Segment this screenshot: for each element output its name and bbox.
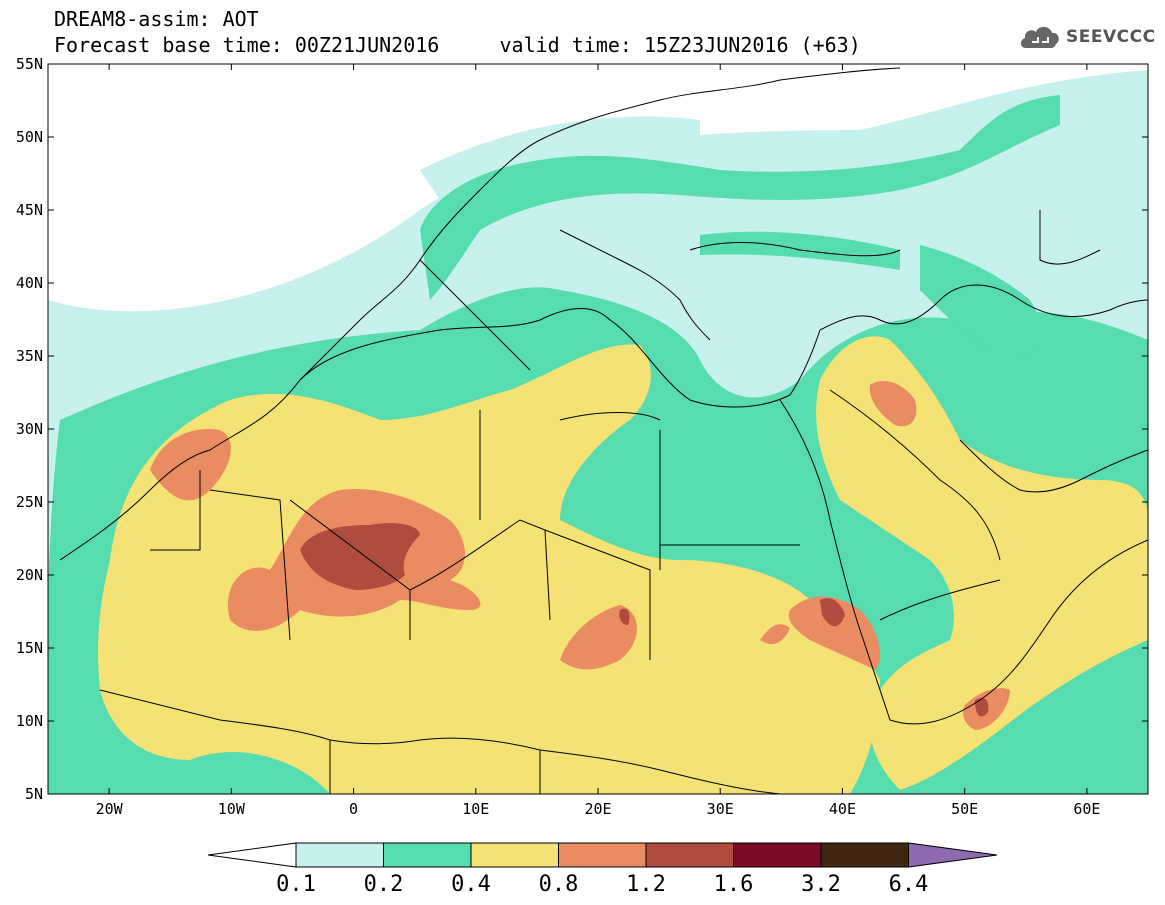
colorbar-swatch — [733, 842, 822, 868]
lon-label: 50E — [951, 800, 978, 818]
lat-label: 15N — [16, 639, 43, 657]
lat-label: 30N — [16, 420, 43, 438]
lat-label: 45N — [16, 201, 43, 219]
lon-label: 20W — [96, 800, 124, 818]
lat-label: 55N — [16, 55, 43, 73]
colorbar-label: 3.2 — [801, 872, 841, 897]
colorbar-swatch — [558, 842, 647, 868]
lon-label: 40E — [829, 800, 856, 818]
colorbar-under-arrow — [207, 842, 297, 868]
colorbar-label: 1.6 — [714, 872, 754, 897]
aot-level-0.4 — [98, 336, 1148, 794]
aot-field — [48, 64, 1148, 794]
country-borders — [59, 67, 1148, 794]
lat-label: 5N — [25, 785, 43, 803]
latitude-axis: 55N 50N 45N 40N 35N 30N 25N 20N 15N 10N 5N — [16, 55, 1148, 803]
lat-label: 25N — [16, 493, 43, 511]
aot-level-1.2 — [300, 523, 989, 717]
lon-label: 0 — [349, 800, 358, 818]
lat-label: 35N — [16, 347, 43, 365]
lon-label: 10W — [218, 800, 246, 818]
colorbar-swatch — [470, 842, 559, 868]
lon-label: 20E — [584, 800, 611, 818]
colorbar-label: 1.2 — [626, 872, 666, 897]
aot-colorbar: 0.1 0.2 0.4 0.8 1.2 1.6 3.2 6.4 — [207, 842, 998, 897]
logo-text: SEEVCCC — [1066, 27, 1156, 47]
colorbar-swatch — [295, 842, 384, 868]
cloud-icon — [1020, 26, 1059, 48]
map-title: DREAM8-assim: AOT — [54, 7, 259, 31]
longitude-axis: 20W 10W 0 10E 20E 30E 40E 50E 60E — [96, 64, 1100, 818]
lon-label: 60E — [1073, 800, 1100, 818]
colorbar-label: 0.4 — [451, 872, 491, 897]
colorbar-label: 6.4 — [889, 872, 929, 897]
lon-label: 10E — [462, 800, 489, 818]
lat-label: 10N — [16, 712, 43, 730]
colorbar-label: 0.2 — [364, 872, 404, 897]
seevccc-logo: SEEVCCC — [1018, 22, 1156, 52]
colorbar-swatch — [645, 842, 734, 868]
colorbar-swatch — [820, 842, 909, 868]
colorbar-label: 0.8 — [539, 872, 579, 897]
colorbar-label: 0.1 — [276, 872, 316, 897]
lat-label: 40N — [16, 274, 43, 292]
lon-label: 30E — [707, 800, 734, 818]
colorbar-swatch — [383, 842, 472, 868]
lat-label: 50N — [16, 128, 43, 146]
map-subtitle-times: Forecast base time: 00Z21JUN2016 valid t… — [54, 33, 861, 57]
colorbar-over-arrow — [908, 842, 998, 868]
lat-label: 20N — [16, 566, 43, 584]
